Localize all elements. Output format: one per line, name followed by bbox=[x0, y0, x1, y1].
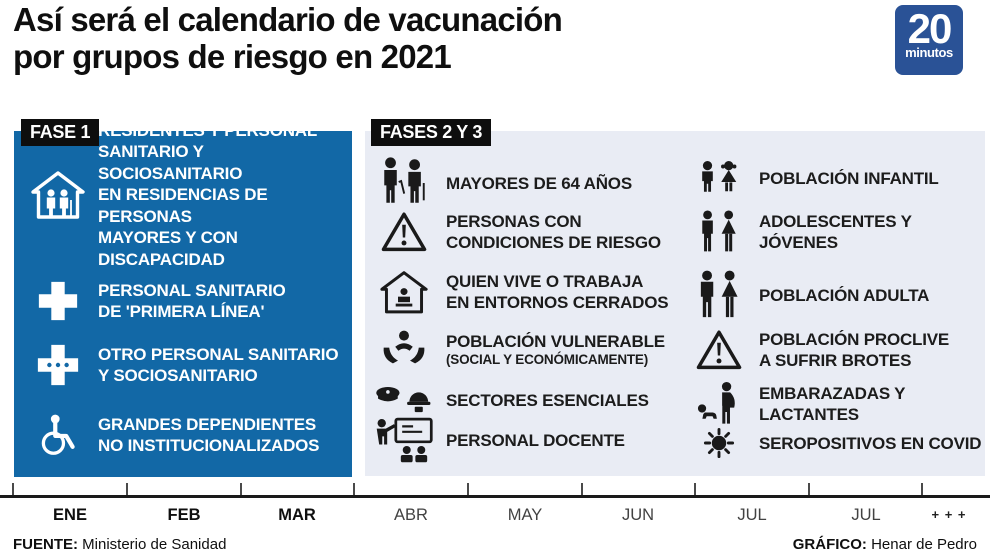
source-label: FUENTE: bbox=[13, 536, 78, 553]
medical-cross-dots-icon bbox=[26, 342, 90, 388]
fases23-label: FASES 2 Y 3 bbox=[371, 119, 492, 146]
fase1-label: FASE 1 bbox=[21, 119, 100, 146]
medical-cross-icon bbox=[26, 279, 90, 323]
baby-pregnant-icon bbox=[687, 380, 751, 428]
list-item-label: PERSONAL SANITARIO DE 'PRIMERA LÍNEA' bbox=[98, 280, 286, 322]
virus-icon bbox=[687, 426, 751, 460]
adult-couple-icon bbox=[687, 269, 751, 321]
wheelchair-icon bbox=[26, 412, 90, 458]
month-label-may: MAY bbox=[507, 506, 543, 524]
logo-word: minutos bbox=[905, 45, 953, 60]
list-item-label: GRANDES DEPENDIENTES NO INSTITUCIONALIZA… bbox=[98, 414, 320, 456]
timeline-tick bbox=[12, 483, 14, 495]
list-item: RESIDENTES Y PERSONAL SANITARIO Y SOCIOS… bbox=[26, 121, 352, 269]
list-item: EMBARAZADAS Y LACTANTES bbox=[687, 378, 985, 430]
list-item: POBLACIÓN INFANTIL bbox=[687, 158, 939, 198]
timeline-axis bbox=[0, 495, 990, 498]
police-cap-helmet-icon bbox=[370, 383, 438, 417]
list-item: OTRO PERSONAL SANITARIO Y SOCIOSANITARIO bbox=[26, 341, 339, 389]
list-item-label: SEROPOSITIVOS EN COVID bbox=[759, 433, 982, 453]
list-item-label: POBLACIÓN ADULTA bbox=[759, 285, 930, 305]
timeline-tick bbox=[353, 483, 355, 495]
list-item-label: OTRO PERSONAL SANITARIO Y SOCIOSANITARIO bbox=[98, 344, 339, 386]
list-item: ADOLESCENTES Y JÓVENES bbox=[687, 206, 985, 258]
logo-number: 20 bbox=[907, 5, 953, 52]
list-item: PERSONAL SANITARIO DE 'PRIMERA LÍNEA' bbox=[26, 277, 286, 325]
elderly-couple-icon bbox=[370, 156, 438, 210]
hands-person-icon bbox=[370, 327, 438, 372]
list-item-label: POBLACIÓN PROCLIVE A SUFRIR BROTES bbox=[759, 330, 950, 370]
timeline-tick bbox=[694, 483, 696, 495]
page-title-line1: Así será el calendario de vacunación bbox=[13, 1, 563, 38]
list-item-sublabel: (SOCIAL Y ECONÓMICAMENTE) bbox=[446, 351, 649, 367]
list-item-label: RESIDENTES Y PERSONAL SANITARIO Y SOCIOS… bbox=[98, 120, 318, 269]
list-item-label: MAYORES DE 64 AÑOS bbox=[446, 173, 632, 193]
month-label-mar: MAR bbox=[278, 506, 316, 524]
page-title-line2: por grupos de riesgo en 2021 bbox=[13, 38, 452, 75]
source-credit: FUENTE: Ministerio de Sanidad bbox=[13, 536, 226, 553]
list-item-label: ADOLESCENTES Y JÓVENES bbox=[759, 212, 912, 252]
list-item-label: SECTORES ESENCIALES bbox=[446, 390, 649, 410]
month-label-jun: JUN bbox=[621, 506, 655, 524]
fases23-panel: MAYORES DE 64 AÑOS PERSONAS CON CONDICIO… bbox=[365, 131, 985, 476]
page-title: Así será el calendario de vacunación por… bbox=[13, 1, 563, 75]
timeline-tick bbox=[126, 483, 128, 495]
warning-triangle-icon bbox=[370, 211, 438, 253]
month-label-jul: JUL bbox=[737, 506, 767, 524]
source-text: Ministerio de Sanidad bbox=[78, 536, 227, 553]
two-children-icon bbox=[687, 160, 751, 196]
warning-triangle-icon bbox=[687, 329, 751, 371]
list-item: POBLACIÓN ADULTA bbox=[687, 265, 929, 325]
list-item-label-main: POBLACIÓN VULNERABLE bbox=[446, 331, 665, 351]
timeline-ellipsis: + + + bbox=[931, 507, 967, 522]
list-item: QUIEN VIVE O TRABAJA EN ENTORNOS CERRADO… bbox=[370, 268, 669, 316]
month-label-jul2: JUL bbox=[851, 506, 881, 524]
list-item-label: QUIEN VIVE O TRABAJA EN ENTORNOS CERRADO… bbox=[446, 272, 669, 312]
20minutos-logo: 20 minutos bbox=[895, 5, 963, 75]
list-item: POBLACIÓN VULNERABLE (SOCIAL Y ECONÓMICAM… bbox=[370, 325, 665, 373]
credit-label: GRÁFICO: bbox=[792, 536, 867, 553]
list-item: PERSONAL DOCENTE bbox=[370, 416, 625, 464]
list-item-label: PERSONAS CON CONDICIONES DE RIESGO bbox=[446, 212, 661, 252]
house-worker-icon bbox=[370, 270, 438, 315]
timeline-tick bbox=[240, 483, 242, 495]
list-item: SEROPOSITIVOS EN COVID bbox=[687, 425, 982, 461]
house-elderly-icon bbox=[26, 170, 90, 220]
month-label-ene: ENE bbox=[53, 506, 87, 524]
month-label-abr: ABR bbox=[394, 506, 428, 524]
list-item: PERSONAS CON CONDICIONES DE RIESGO bbox=[370, 208, 661, 256]
timeline-tick bbox=[921, 483, 923, 495]
teen-couple-icon bbox=[687, 209, 751, 255]
list-item: POBLACIÓN PROCLIVE A SUFRIR BROTES bbox=[687, 326, 949, 374]
teacher-board-icon bbox=[370, 416, 438, 464]
graphic-credit: GRÁFICO: Henar de Pedro bbox=[793, 536, 977, 553]
timeline-tick bbox=[581, 483, 583, 495]
list-item-label: POBLACIÓN VULNERABLE (SOCIAL Y ECONÓMICAM… bbox=[446, 331, 665, 368]
list-item: MAYORES DE 64 AÑOS bbox=[370, 151, 632, 215]
list-item-label: POBLACIÓN INFANTIL bbox=[759, 168, 939, 188]
list-item: SECTORES ESENCIALES bbox=[370, 380, 649, 420]
list-item: GRANDES DEPENDIENTES NO INSTITUCIONALIZA… bbox=[26, 411, 320, 459]
timeline-tick bbox=[808, 483, 810, 495]
timeline-tick bbox=[467, 483, 469, 495]
credit-text: Henar de Pedro bbox=[866, 536, 977, 553]
list-item-label: PERSONAL DOCENTE bbox=[446, 430, 625, 450]
fase1-panel: RESIDENTES Y PERSONAL SANITARIO Y SOCIOS… bbox=[14, 121, 352, 477]
month-label-feb: FEB bbox=[167, 506, 201, 524]
list-item-label: EMBARAZADAS Y LACTANTES bbox=[759, 384, 906, 424]
